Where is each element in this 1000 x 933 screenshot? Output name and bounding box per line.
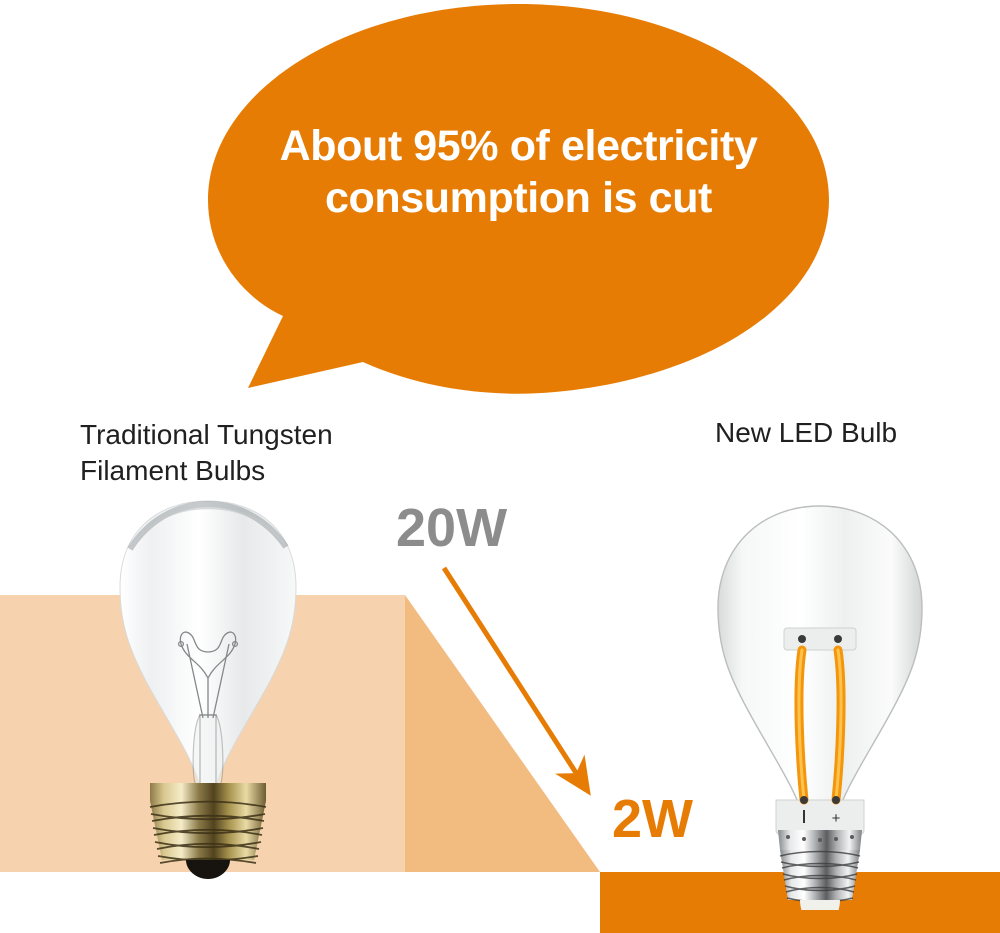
svg-text:+: + [832, 810, 841, 827]
